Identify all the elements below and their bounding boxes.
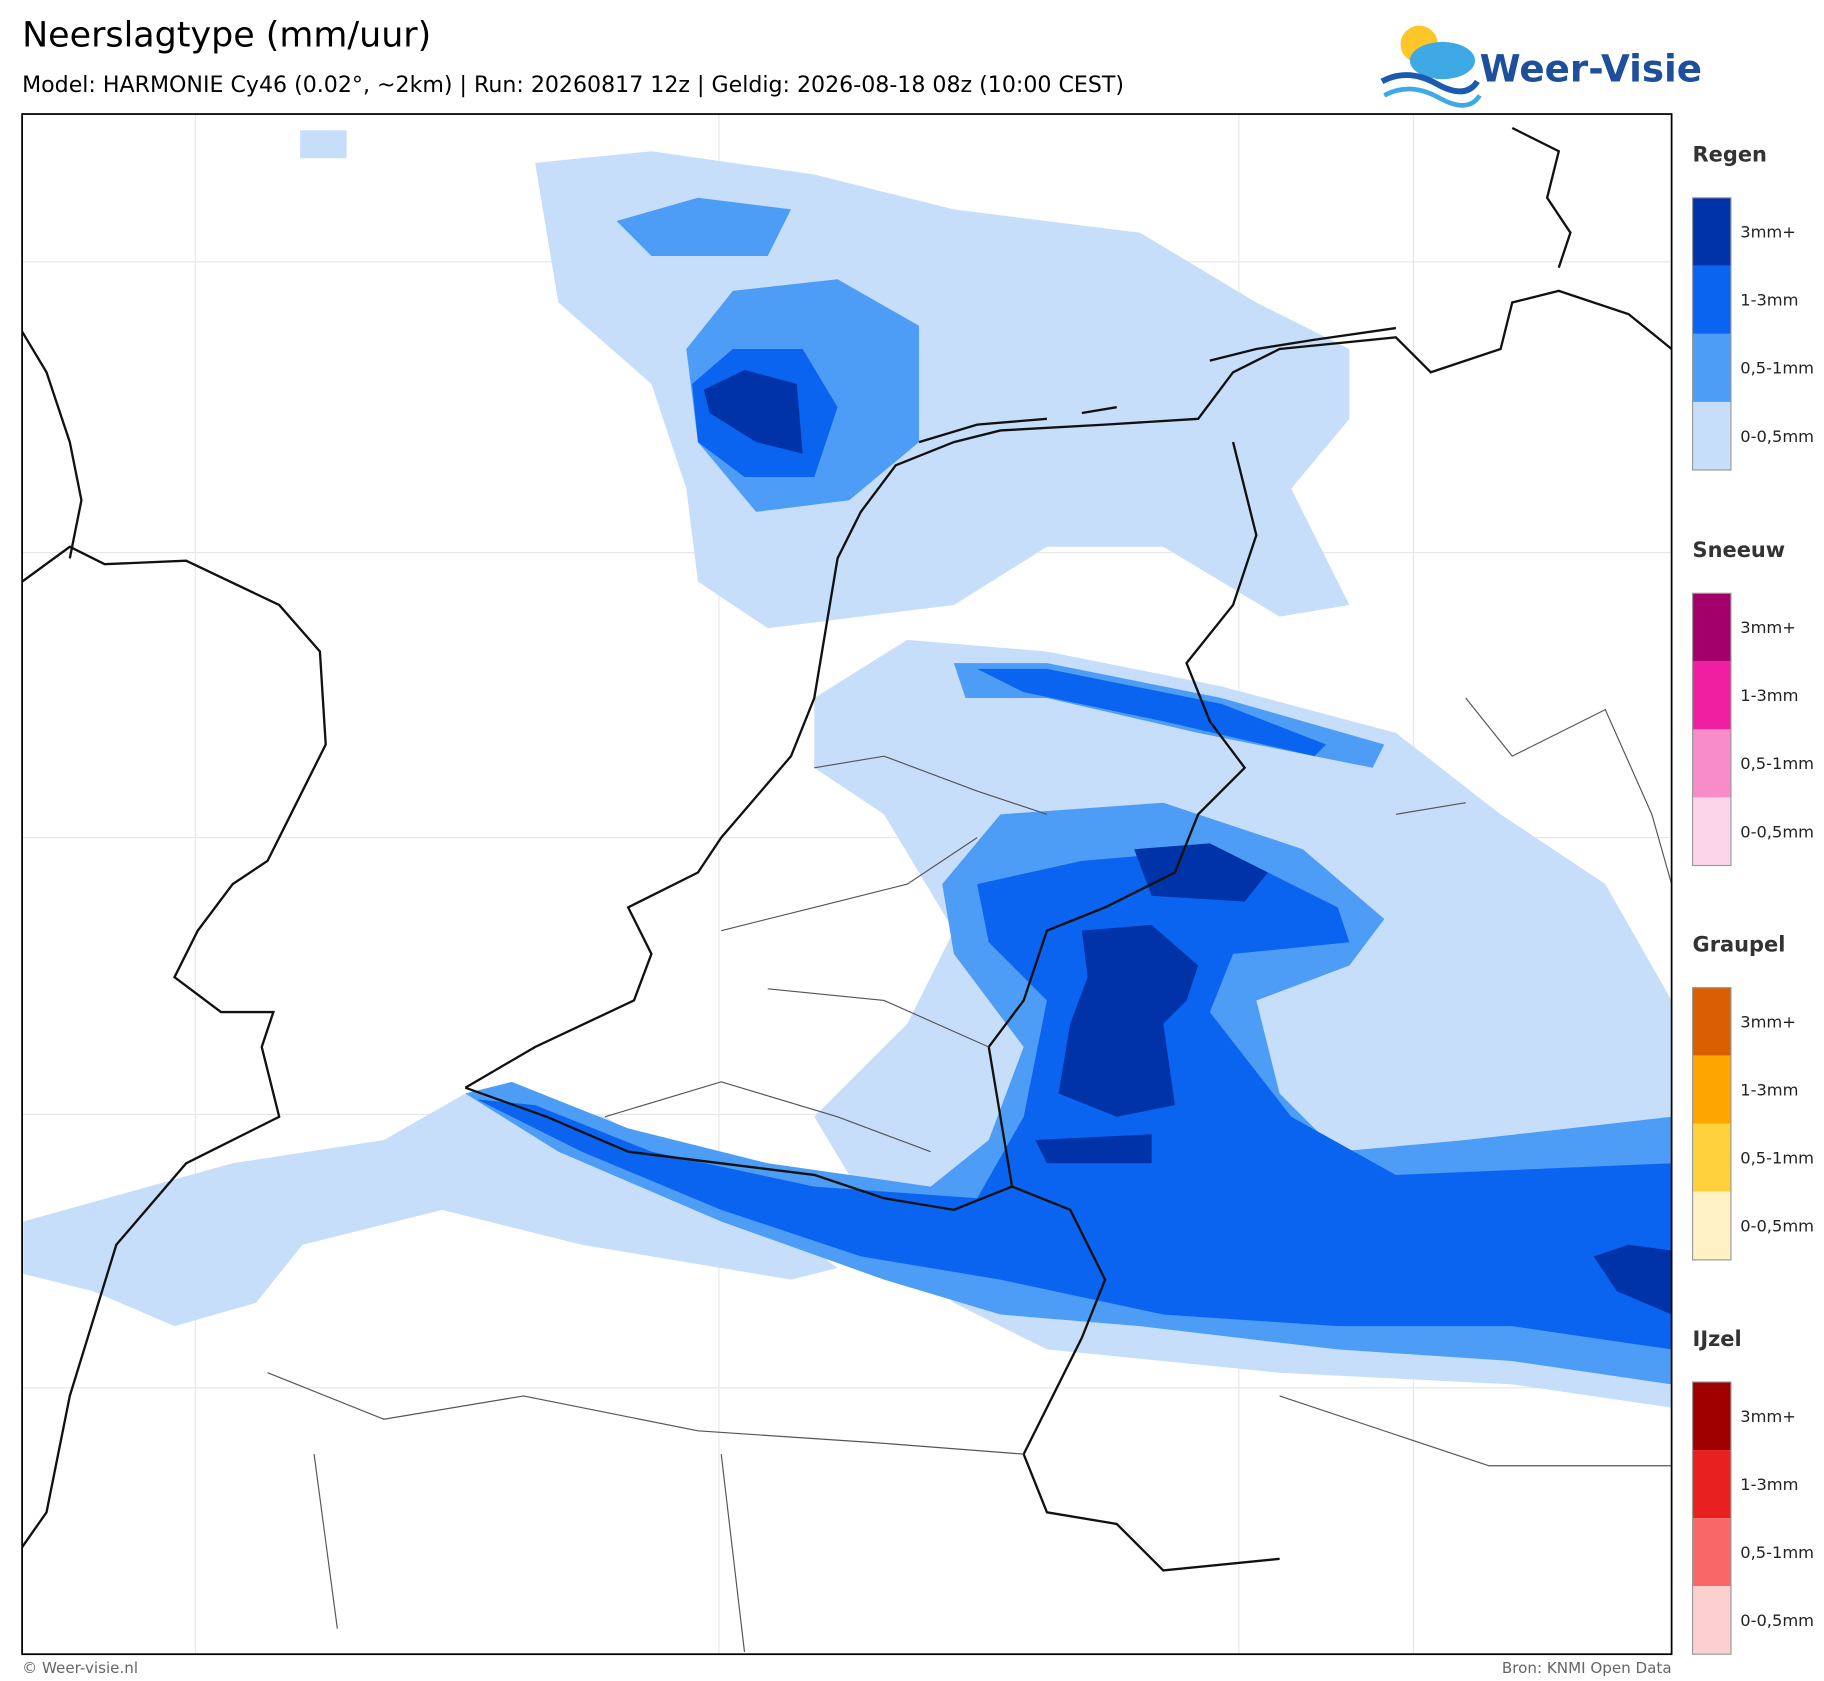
- legend-heading: Graupel: [1693, 933, 1786, 957]
- map: [22, 114, 1672, 1655]
- border: [987, 441, 1258, 1339]
- legend-swatch: [1692, 797, 1731, 866]
- precip-area: [977, 668, 1327, 757]
- legend-label: 3mm+: [1740, 1407, 1796, 1426]
- legend-label: 1-3mm: [1740, 686, 1798, 705]
- legend-swatch: [1692, 333, 1731, 402]
- legend-label: 1-3mm: [1740, 1475, 1798, 1494]
- legend-label: 1-3mm: [1740, 291, 1798, 310]
- precip-area: [1035, 1134, 1152, 1164]
- legend-swatch: [1692, 1450, 1731, 1519]
- coastlines: [22, 126, 1672, 1572]
- coastline: [464, 289, 1672, 1089]
- footer-left: © Weer-visie.nl: [22, 1659, 138, 1677]
- legend-swatch: [1692, 1518, 1731, 1587]
- region-border: [267, 1372, 1672, 1652]
- legend-label: 0,5-1mm: [1740, 1149, 1814, 1168]
- legend-swatch: [1692, 1382, 1731, 1451]
- coastline: [22, 330, 83, 559]
- precip-area: [1593, 1244, 1672, 1315]
- legend-swatch-frame: [1691, 987, 1732, 1261]
- precip-heavy: [703, 369, 1672, 1315]
- coastline: [22, 545, 327, 1548]
- legend-swatch: [1692, 401, 1731, 470]
- footer-right: Bron: KNMI Open Data: [1502, 1659, 1672, 1677]
- region-border: [1395, 697, 1672, 885]
- legend-label: 0-0,5mm: [1740, 1217, 1814, 1236]
- legend-swatch-frame: [1691, 1381, 1732, 1655]
- legend-swatch-frame: [1691, 592, 1732, 867]
- legend-heading: IJzel: [1693, 1327, 1742, 1351]
- map-frame: [21, 113, 1673, 1656]
- logo-wave: [1383, 86, 1482, 108]
- legend-swatch: [1692, 593, 1731, 662]
- precip-area: [703, 369, 803, 454]
- legend-swatch: [1692, 1055, 1731, 1124]
- precip-area: [616, 197, 792, 256]
- precip-area: [1058, 924, 1199, 1117]
- legend-label: 0,5-1mm: [1740, 754, 1814, 773]
- legend-swatch: [1692, 1191, 1731, 1260]
- region-border: [604, 755, 1048, 1153]
- coastline: [918, 326, 1397, 444]
- legend-label: 3mm+: [1740, 223, 1796, 242]
- legend-label: 0,5-1mm: [1740, 359, 1814, 378]
- subtitle: Model: HARMONIE Cy46 (0.02°, ~2km) | Run…: [22, 72, 1124, 98]
- precip-area: [1134, 843, 1268, 902]
- title: Neerslagtype (mm/uur): [22, 16, 431, 56]
- legend-heading: Regen: [1693, 143, 1767, 167]
- legend-label: 0-0,5mm: [1740, 427, 1814, 446]
- legend-swatch: [1692, 661, 1731, 730]
- legend-heading: Sneeuw: [1693, 538, 1786, 562]
- logo: Weer-Visie: [1380, 25, 1702, 108]
- legend: Regen 3mm+ 1-3mm 0,5-1mm 0-0,5mm Sneeuw 3mm+ 1-…: [1691, 143, 1814, 1655]
- coastline: [1511, 126, 1572, 268]
- legend-swatch: [1692, 987, 1731, 1056]
- logo-cloud: [1409, 41, 1476, 80]
- logo-text: Weer-Visie: [1480, 46, 1702, 90]
- regions: [267, 697, 1672, 1652]
- legend-swatch: [1692, 197, 1731, 266]
- legend-label: 3mm+: [1740, 618, 1796, 637]
- logo-wave: [1380, 72, 1480, 95]
- border: [1022, 1337, 1280, 1572]
- border: [464, 1086, 1013, 1212]
- legend-label: 1-3mm: [1740, 1081, 1798, 1100]
- legend-label: 3mm+: [1740, 1012, 1796, 1031]
- legend-label: 0-0,5mm: [1740, 1611, 1814, 1630]
- legend-label: 0-0,5mm: [1740, 822, 1814, 841]
- legend-swatch: [1692, 265, 1731, 334]
- legend-swatch: [1692, 1123, 1731, 1192]
- precip-area: [300, 130, 347, 159]
- legend-swatch: [1692, 1586, 1731, 1655]
- legend-swatch-frame: [1691, 197, 1732, 471]
- legend-swatch: [1692, 729, 1731, 798]
- precip-area: [535, 151, 1350, 629]
- legend-label: 0,5-1mm: [1740, 1543, 1814, 1562]
